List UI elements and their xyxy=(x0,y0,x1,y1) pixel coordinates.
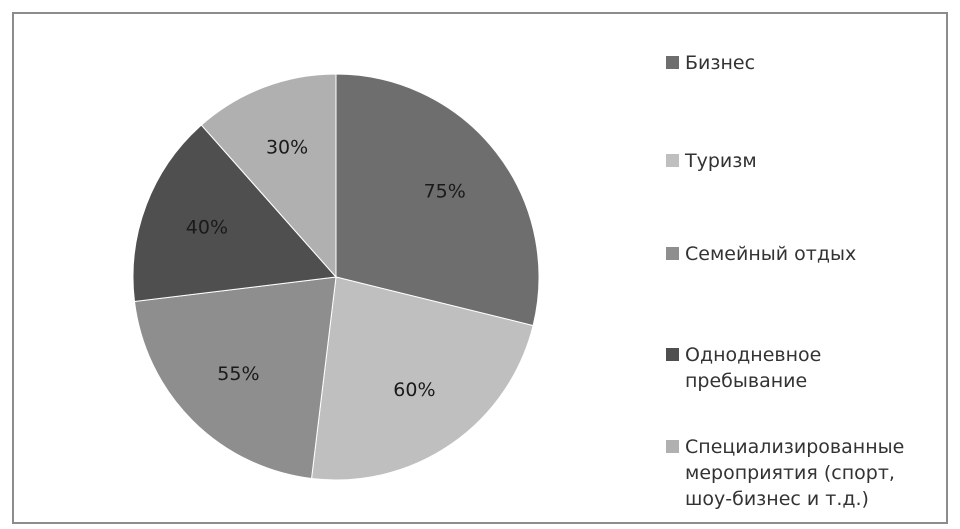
legend-label-special-events: Специализированные мероприятия (спорт, ш… xyxy=(685,434,947,512)
legend-item-one-day-stay: Однодневное пребывание xyxy=(666,342,947,394)
legend-item-family-rest: Семейный отдых xyxy=(666,241,947,267)
legend-swatch-tourism xyxy=(666,154,679,167)
legend-swatch-family-rest xyxy=(666,247,679,260)
legend-item-business: Бизнес xyxy=(666,50,947,76)
legend-label-family-rest: Семейный отдых xyxy=(685,241,947,267)
data-label-one-day-stay: 40% xyxy=(186,217,228,239)
data-label-tourism: 60% xyxy=(393,379,435,401)
legend-label-business: Бизнес xyxy=(685,50,947,76)
legend-swatch-special-events xyxy=(666,440,679,453)
legend-label-one-day-stay: Однодневное пребывание xyxy=(685,342,947,394)
data-label-family-rest: 55% xyxy=(217,363,259,385)
data-label-business: 75% xyxy=(424,180,466,202)
data-label-special-events: 30% xyxy=(266,136,308,158)
legend-swatch-business xyxy=(666,56,679,69)
legend-item-tourism: Туризм xyxy=(666,148,947,174)
legend-item-special-events: Специализированные мероприятия (спорт, ш… xyxy=(666,434,947,512)
legend-label-tourism: Туризм xyxy=(685,148,947,174)
legend-swatch-one-day-stay xyxy=(666,348,679,361)
